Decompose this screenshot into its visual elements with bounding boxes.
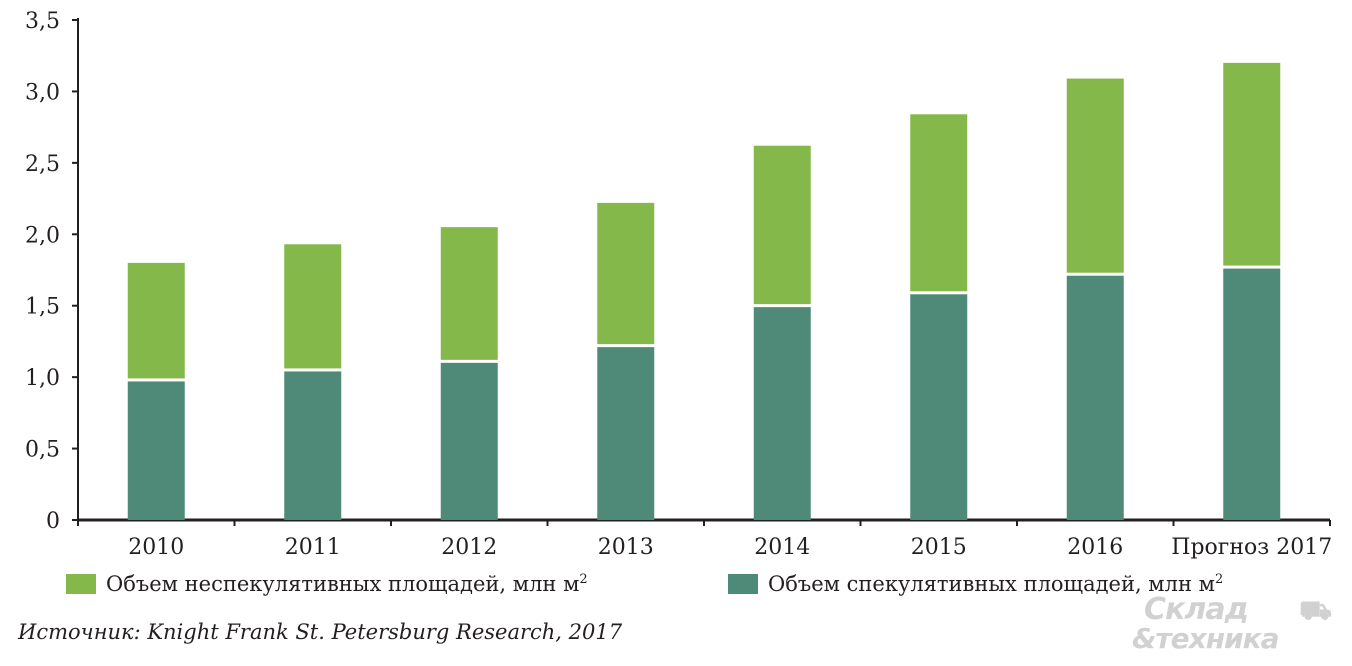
watermark-line1: Склад	[1144, 592, 1249, 627]
bar-speculative-2	[440, 362, 498, 520]
legend: Объем неспекулятивных площадей, млн м2 О…	[0, 572, 1352, 602]
x-tick-label: 2010	[128, 535, 184, 560]
bar-nonspeculative-0	[127, 262, 185, 379]
bar-nonspeculative-4	[753, 145, 811, 305]
bar-nonspeculative-7	[1223, 62, 1281, 266]
y-tick-label: 0	[46, 509, 60, 534]
bar-nonspeculative-1	[284, 244, 342, 369]
x-tick-label: 2016	[1067, 535, 1123, 560]
y-tick-label: 1,0	[25, 366, 60, 391]
forklift-icon: ⛟	[1299, 596, 1332, 626]
x-tick-label: 2011	[285, 535, 341, 560]
bar-speculative-7	[1223, 268, 1281, 520]
bars	[127, 62, 1281, 520]
bar-speculative-3	[597, 347, 655, 520]
watermark-logo: Склад &техника ⛟	[1132, 592, 1332, 656]
x-tick-label: 2014	[754, 535, 810, 560]
source-note: Источник: Knight Frank St. Petersburg Re…	[18, 620, 623, 644]
y-tick-label: 1,5	[25, 295, 60, 320]
bar-speculative-5	[910, 294, 968, 520]
bar-nonspeculative-2	[440, 227, 498, 360]
y-tick-label: 0,5	[25, 438, 60, 463]
y-tick-label: 3,5	[25, 9, 60, 34]
x-tick-label: 2013	[598, 535, 654, 560]
x-axis: 2010 2011 2012 2013 2014 2015 2016 Прогноз 2017	[77, 518, 1332, 560]
bar-speculative-1	[284, 371, 342, 520]
bar-speculative-6	[1066, 275, 1124, 520]
stacked-bar-chart: 00,51,01,52,02,53,03,5 2010 2011 2012 2013 2…	[25, 9, 1332, 560]
legend-swatch-speculative	[728, 574, 758, 594]
bar-nonspeculative-5	[910, 114, 968, 292]
bar-nonspeculative-6	[1066, 78, 1124, 273]
x-tick-label: 2015	[911, 535, 967, 560]
legend-item-speculative: Объем спекулятивных площадей, млн м2	[728, 572, 1223, 596]
legend-label-nonspeculative: Объем неспекулятивных площадей, млн м2	[106, 572, 588, 596]
y-tick-label: 2,0	[25, 223, 60, 248]
x-tick-label: 2012	[441, 535, 497, 560]
y-tick-label: 3,0	[25, 80, 60, 105]
y-axis: 0 0,5 1,0 1,5 2,0 2,5 3,0 3,5	[25, 9, 79, 534]
legend-item-nonspeculative: Объем неспекулятивных площадей, млн м2	[66, 572, 588, 596]
x-tick-label: Прогноз 2017	[1171, 535, 1332, 560]
legend-label-speculative: Объем спекулятивных площадей, млн м2	[768, 572, 1224, 596]
bar-nonspeculative-3	[597, 202, 655, 345]
watermark-line2: &техника	[1132, 622, 1280, 655]
bar-speculative-0	[127, 381, 185, 520]
legend-swatch-nonspeculative	[66, 574, 96, 594]
bar-speculative-4	[753, 307, 811, 520]
y-tick-label: 2,5	[25, 152, 60, 177]
